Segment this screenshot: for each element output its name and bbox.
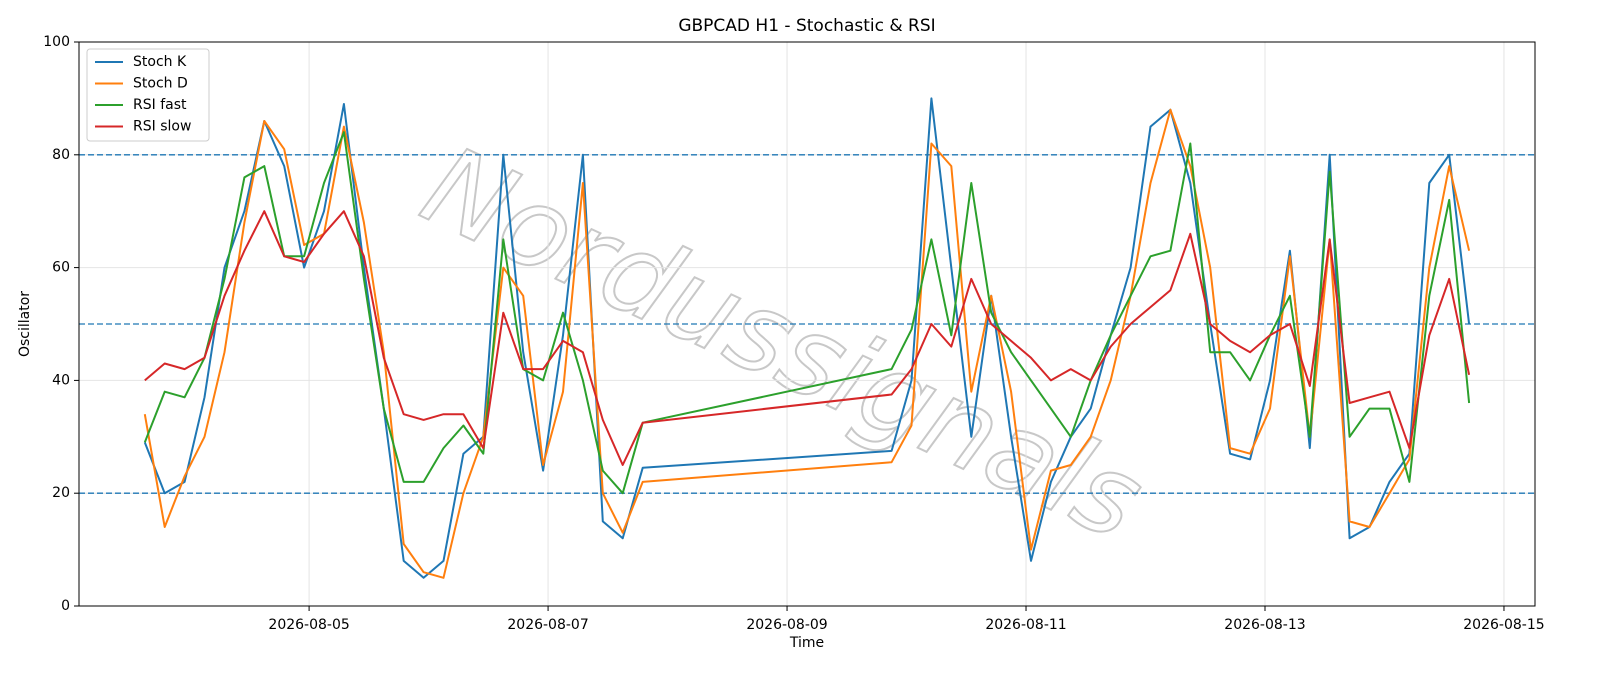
series-line bbox=[143, 131, 1471, 495]
legend-label: RSI fast bbox=[133, 97, 187, 113]
y-tick-label: 0 bbox=[61, 598, 70, 614]
y-axis-label: Oscillator bbox=[17, 291, 33, 357]
x-tick-label: 2026-08-07 bbox=[507, 617, 588, 633]
x-tick-label: 2026-08-15 bbox=[1463, 617, 1544, 633]
y-tick-label: 60 bbox=[52, 260, 70, 276]
legend-label: Stoch K bbox=[133, 54, 187, 70]
x-tick-label: 2026-08-13 bbox=[1224, 617, 1305, 633]
plot-frame bbox=[78, 41, 1536, 607]
x-tick-label: 2026-08-05 bbox=[268, 617, 349, 633]
chart-title: GBPCAD H1 - Stochastic & RSI bbox=[678, 16, 935, 36]
x-axis-label: Time bbox=[789, 635, 824, 651]
y-tick-label: 40 bbox=[52, 372, 70, 388]
legend-box bbox=[86, 48, 210, 142]
y-tick-label: 100 bbox=[43, 34, 70, 50]
legend-label: RSI slow bbox=[133, 119, 191, 135]
x-tick-label: 2026-08-09 bbox=[746, 617, 827, 633]
y-tick-label: 20 bbox=[52, 485, 70, 501]
x-tick-label: 2026-08-11 bbox=[985, 617, 1066, 633]
y-tick-label: 80 bbox=[52, 147, 70, 163]
series-line bbox=[144, 210, 1471, 466]
legend-label: Stoch D bbox=[133, 76, 188, 92]
series-line bbox=[143, 97, 1471, 579]
